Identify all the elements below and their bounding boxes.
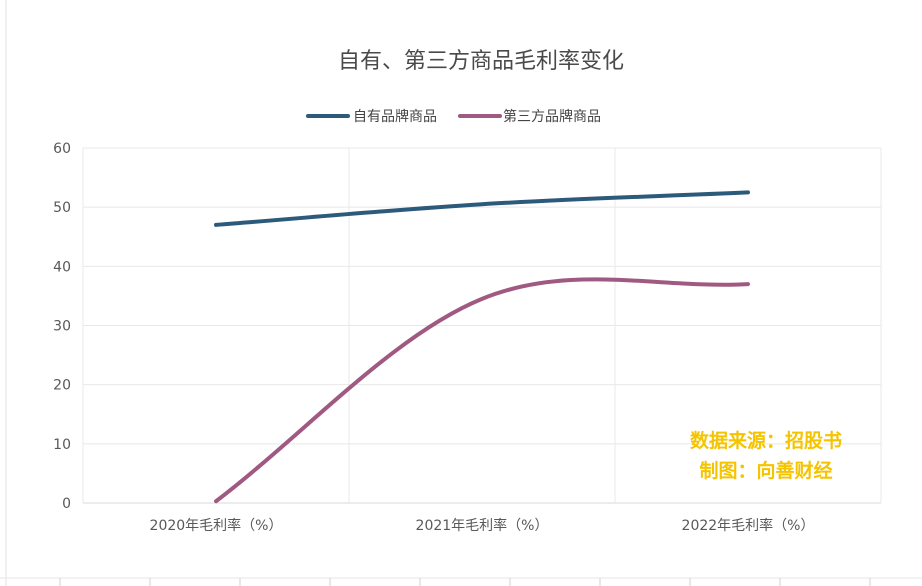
chart-title: 自有、第三方商品毛利率变化 [338, 49, 624, 74]
series-line-2 [214, 277, 750, 504]
y-tick-label: 50 [53, 200, 71, 216]
x-tick-label: 2020年毛利率（%） [150, 517, 283, 534]
x-tick-label: 2021年毛利率（%） [416, 517, 549, 534]
series-lines [214, 190, 750, 504]
x-tick-label: 2022年毛利率（%） [682, 517, 815, 534]
y-tick-label: 40 [53, 259, 71, 275]
y-tick-label: 10 [53, 437, 71, 453]
legend: 自有品牌商品 第三方品牌商品 [306, 108, 601, 125]
y-tick-label: 0 [62, 496, 71, 512]
gridlines [82, 147, 882, 504]
y-tick-label: 60 [53, 141, 71, 157]
y-tick-label: 20 [53, 378, 71, 394]
series-line-1 [214, 190, 750, 227]
legend-label-series-1: 自有品牌商品 [353, 108, 437, 125]
legend-label-series-2: 第三方品牌商品 [503, 108, 601, 125]
y-axis-ticks: 0 10 20 30 40 50 60 [53, 141, 71, 512]
source-note-line-1: 数据来源：招股书 [690, 429, 842, 452]
y-tick-label: 30 [53, 319, 71, 335]
source-note-line-2: 制图：向善财经 [699, 459, 832, 482]
bottom-ruler-ticks [59, 578, 871, 586]
x-axis-ticks: 2020年毛利率（%） 2021年毛利率（%） 2022年毛利率（%） [150, 517, 815, 534]
